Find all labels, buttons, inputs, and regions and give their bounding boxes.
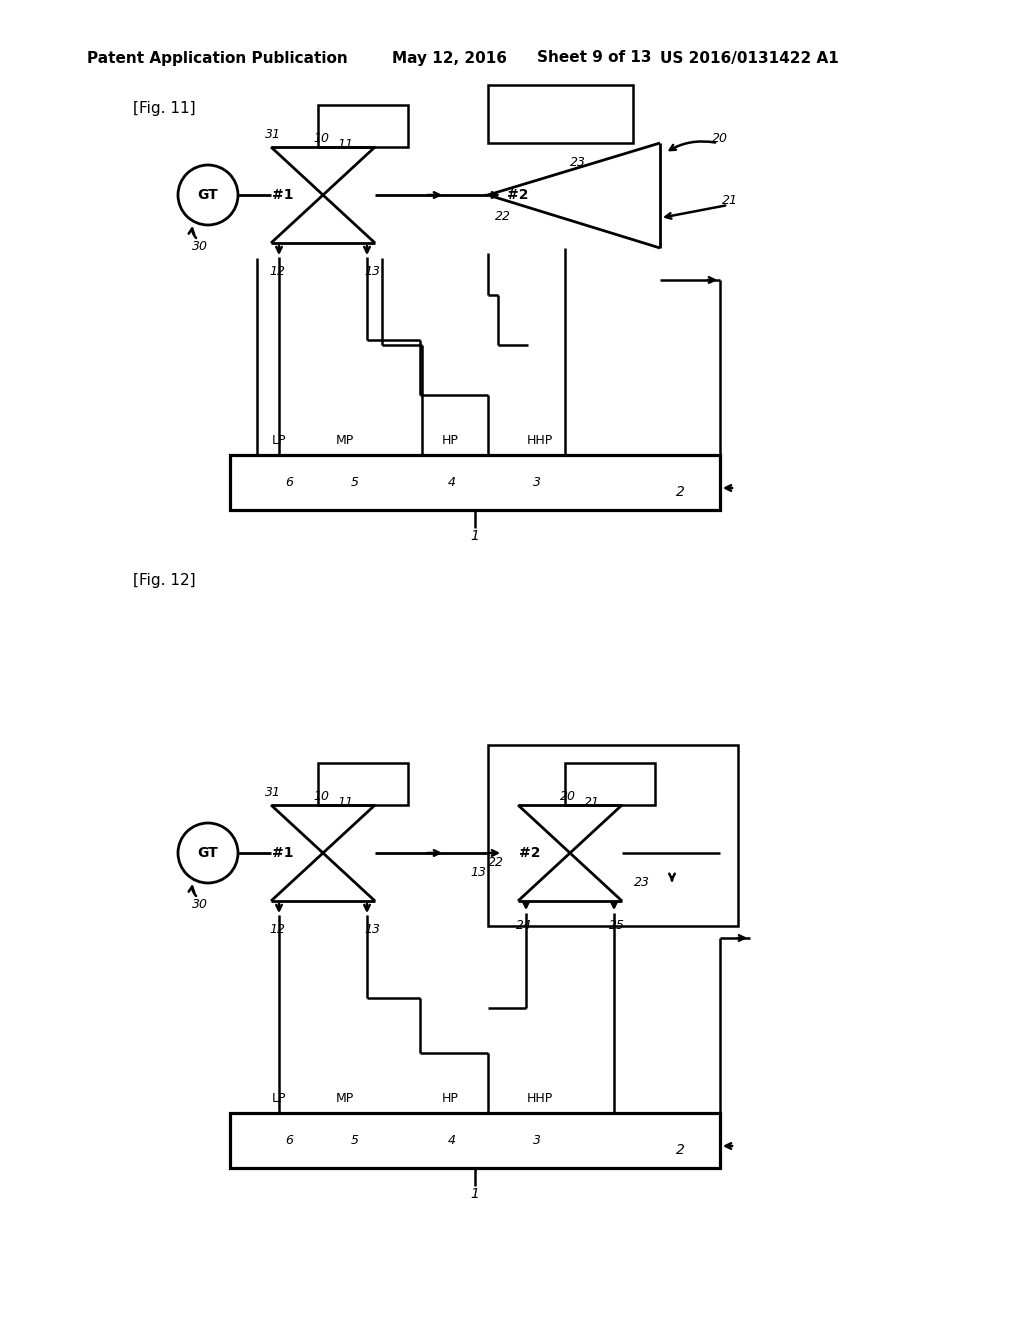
Text: 2: 2 [676, 1143, 684, 1158]
Text: 30: 30 [193, 240, 208, 253]
Text: 4: 4 [449, 1134, 456, 1147]
Text: 3: 3 [534, 1134, 541, 1147]
Text: 4: 4 [449, 475, 456, 488]
Text: LP: LP [271, 434, 287, 447]
Text: HP: HP [441, 1092, 459, 1105]
Text: HHP: HHP [527, 1092, 553, 1105]
Text: MP: MP [336, 434, 354, 447]
Text: 20: 20 [712, 132, 728, 144]
Text: 10: 10 [313, 132, 329, 145]
Text: 5: 5 [351, 1134, 359, 1147]
Text: 20: 20 [560, 791, 575, 804]
Text: 31: 31 [265, 128, 281, 141]
Text: LP: LP [271, 1092, 287, 1105]
Text: MP: MP [336, 1092, 354, 1105]
Text: 31: 31 [265, 787, 281, 800]
Bar [488, 744, 738, 927]
Text: GT: GT [198, 846, 218, 861]
Bar [230, 1113, 720, 1168]
Bar [318, 106, 408, 147]
Text: 6: 6 [285, 475, 293, 488]
Text: 1: 1 [471, 529, 479, 543]
Bar [318, 763, 408, 805]
Text: GT: GT [198, 187, 218, 202]
Text: 11: 11 [337, 796, 353, 808]
Text: 12: 12 [269, 923, 285, 936]
Text: 3: 3 [534, 475, 541, 488]
Bar [565, 763, 655, 805]
Text: 21: 21 [722, 194, 738, 206]
Text: HP: HP [441, 434, 459, 447]
Text: 1: 1 [471, 1187, 479, 1201]
Text: Sheet 9 of 13: Sheet 9 of 13 [537, 50, 651, 66]
Text: 6: 6 [285, 1134, 293, 1147]
Text: 13: 13 [470, 866, 486, 879]
Text: 23: 23 [570, 157, 586, 169]
Text: 13: 13 [364, 265, 380, 279]
Text: #2: #2 [519, 846, 541, 861]
Text: 5: 5 [351, 475, 359, 488]
Text: [Fig. 12]: [Fig. 12] [133, 573, 196, 587]
Text: 23: 23 [634, 876, 650, 890]
Text: #2: #2 [507, 187, 528, 202]
Text: US 2016/0131422 A1: US 2016/0131422 A1 [660, 50, 839, 66]
Text: May 12, 2016: May 12, 2016 [392, 50, 507, 66]
Text: #1: #1 [272, 187, 294, 202]
Text: 12: 12 [269, 265, 285, 279]
Text: 11: 11 [337, 137, 353, 150]
Text: 10: 10 [313, 791, 329, 804]
Text: 21: 21 [584, 796, 600, 808]
Text: [Fig. 11]: [Fig. 11] [133, 100, 196, 116]
Text: 25: 25 [609, 919, 625, 932]
Bar [488, 84, 633, 143]
Text: 2: 2 [676, 484, 684, 499]
Text: HHP: HHP [527, 434, 553, 447]
Text: 13: 13 [364, 923, 380, 936]
Text: 22: 22 [488, 857, 504, 870]
Text: 30: 30 [193, 899, 208, 912]
Text: Patent Application Publication: Patent Application Publication [87, 50, 348, 66]
Text: 24: 24 [516, 919, 532, 932]
Text: 22: 22 [495, 210, 511, 223]
Bar [230, 455, 720, 510]
Text: #1: #1 [272, 846, 294, 861]
